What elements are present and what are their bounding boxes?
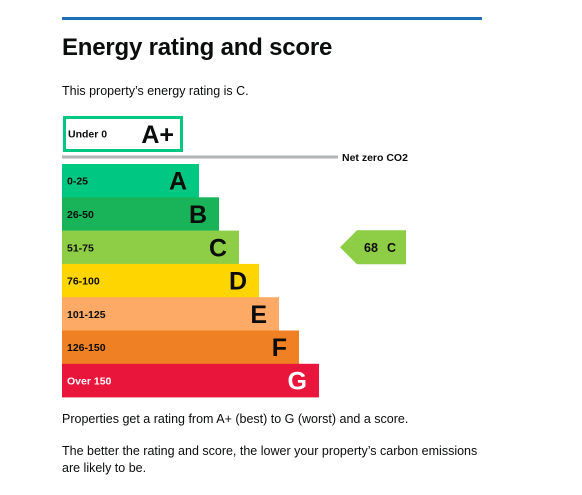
rating-scale-note: Properties get a rating from A+ (best) t…: [62, 412, 409, 426]
band-box-aplus: [63, 116, 183, 152]
band-letter: D: [229, 268, 247, 296]
band-bar-a: [62, 164, 199, 198]
intro-text: This property’s energy rating is C.: [62, 84, 249, 98]
band-bar-g: [62, 363, 319, 398]
band-bar-b: [62, 197, 219, 231]
band-range-label: 26-50: [67, 209, 94, 221]
page-title: Energy rating and score: [62, 34, 333, 61]
net-zero-label: Net zero CO2: [342, 152, 408, 164]
current-rating-arrow: [340, 230, 406, 265]
band-letter: E: [250, 301, 267, 329]
carbon-emissions-note: The better the rating and score, the low…: [62, 444, 478, 475]
band-bar-e: [62, 297, 279, 331]
band-range-label: 76-100: [67, 276, 100, 288]
band-range-label: 0-25: [67, 176, 88, 188]
band-range-label: 126-150: [67, 342, 106, 354]
band-range-label: Over 150: [67, 375, 112, 387]
band-bar-c: [62, 230, 239, 265]
band-range-label: 101-125: [67, 309, 106, 321]
current-score: 68: [364, 241, 378, 255]
band-letter: G: [288, 367, 307, 395]
band-letter: C: [209, 234, 227, 262]
band-bar-f: [62, 330, 299, 365]
band-letter: F: [272, 334, 287, 362]
top-rule: [62, 17, 482, 20]
band-bar-d: [62, 263, 259, 298]
band-letter: A: [169, 168, 187, 196]
current-letter: C: [387, 241, 396, 255]
band-letter: B: [189, 201, 207, 229]
band-letter: A+: [141, 121, 174, 149]
band-range-label: Under 0: [68, 129, 107, 141]
band-range-label: 51-75: [67, 242, 94, 254]
